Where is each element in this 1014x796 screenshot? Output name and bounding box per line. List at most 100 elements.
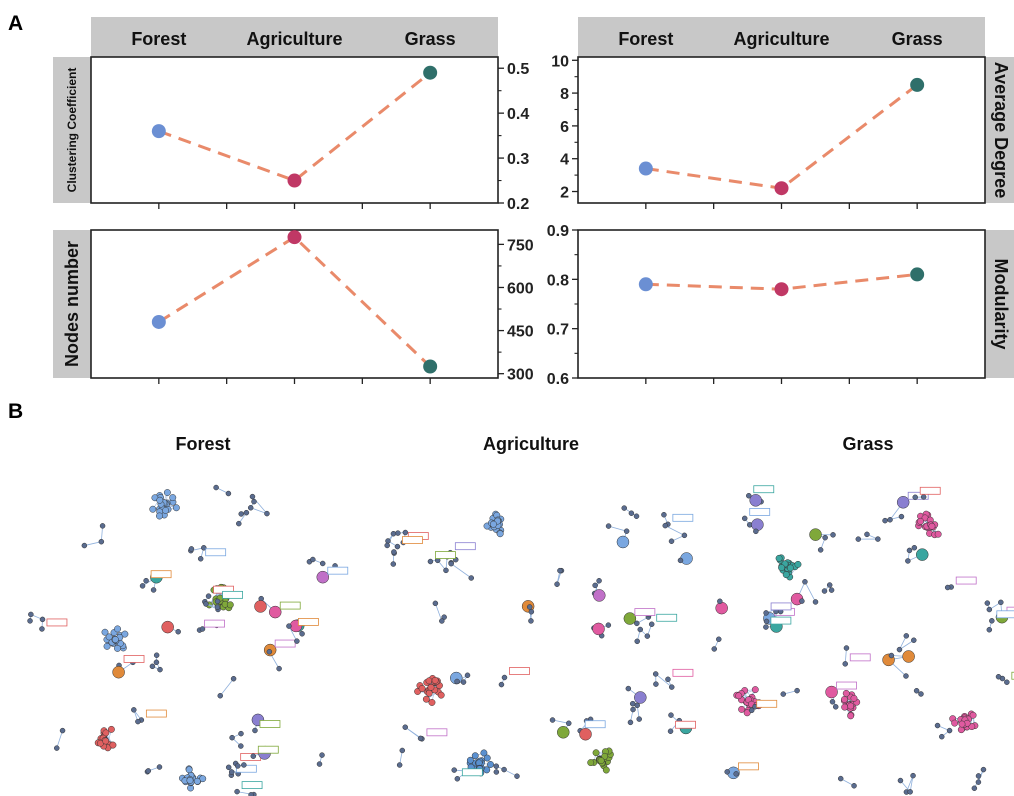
y-tick-label: 0.6 xyxy=(547,371,569,388)
network-node xyxy=(984,600,991,606)
network-node xyxy=(681,532,688,539)
network-node xyxy=(802,579,808,585)
network-node xyxy=(101,628,109,636)
network-node xyxy=(763,610,769,616)
y-tick-label: 8 xyxy=(560,86,569,103)
node-label-box xyxy=(919,486,941,495)
network-node xyxy=(928,522,936,530)
network-motif xyxy=(289,618,319,637)
network-node xyxy=(266,648,273,655)
network-node xyxy=(995,673,1002,680)
network-motif xyxy=(112,655,145,679)
network-node xyxy=(514,773,520,779)
network-motif xyxy=(746,485,775,507)
network-node xyxy=(975,779,982,785)
network-node xyxy=(432,600,439,607)
network-node xyxy=(775,554,783,562)
network-node xyxy=(896,496,910,509)
network-node xyxy=(587,759,595,767)
network-node xyxy=(910,772,916,779)
network-node xyxy=(528,609,535,615)
network-node xyxy=(738,705,746,713)
header-label: Forest xyxy=(131,29,186,49)
node-label-box xyxy=(426,728,448,737)
header-label: Agriculture xyxy=(733,29,829,49)
network-motif xyxy=(236,509,250,527)
network-motif xyxy=(748,699,778,714)
network-node xyxy=(753,528,759,535)
node-label-box xyxy=(753,485,775,494)
network-title-forest: Forest xyxy=(175,434,230,454)
network-node xyxy=(319,560,326,567)
network-node xyxy=(254,600,267,613)
network-node xyxy=(252,727,258,734)
network-node xyxy=(636,716,642,722)
node-label-box xyxy=(274,639,296,648)
node-label-box xyxy=(150,570,172,579)
network-node xyxy=(623,612,637,625)
y-tick-label: 4 xyxy=(560,152,569,169)
network-node xyxy=(250,753,257,759)
network-motif xyxy=(451,767,483,782)
network-motif xyxy=(196,619,225,633)
network-node xyxy=(153,652,160,658)
y-tick-label: 6 xyxy=(560,119,569,136)
network-motif xyxy=(825,681,857,710)
network-node xyxy=(913,688,920,694)
network-node xyxy=(616,535,630,549)
network-node xyxy=(855,536,862,542)
network-node xyxy=(139,583,146,589)
network-node xyxy=(875,536,881,542)
network-motif xyxy=(837,775,857,789)
plot-frame xyxy=(577,56,986,204)
node-label-box xyxy=(259,720,281,728)
chart-cc: Forest Agriculture Grass Clustering Coeffic… xyxy=(53,17,529,213)
network-motif xyxy=(627,702,642,726)
network-node xyxy=(226,601,234,609)
network-node xyxy=(566,720,572,727)
y-tick-label: 0.5 xyxy=(507,61,529,78)
network-node xyxy=(54,745,60,751)
network-node xyxy=(422,695,430,703)
network-motif xyxy=(263,639,296,672)
node-label-box xyxy=(222,590,243,599)
network-node xyxy=(460,679,467,685)
node-label-box xyxy=(584,720,606,729)
network-node xyxy=(825,685,838,699)
network-motif xyxy=(286,623,300,644)
node-label-box xyxy=(634,608,656,616)
network-node xyxy=(724,769,730,775)
network-motif xyxy=(780,687,800,697)
network-node xyxy=(980,766,987,773)
network-node xyxy=(156,496,164,504)
network-node xyxy=(228,769,235,775)
network-node xyxy=(39,626,45,632)
network-motif xyxy=(549,717,572,739)
network-node xyxy=(668,712,674,718)
network-node xyxy=(480,749,488,757)
network-node xyxy=(102,737,110,745)
network-node xyxy=(150,587,157,593)
network-node xyxy=(399,747,406,754)
network-node xyxy=(451,767,457,773)
network-node xyxy=(821,588,828,594)
network-node xyxy=(153,659,160,666)
network-node xyxy=(163,489,171,496)
network-node xyxy=(145,768,152,774)
network-node xyxy=(468,575,475,581)
node-label-box xyxy=(461,768,483,777)
network-node xyxy=(557,567,563,574)
network-node xyxy=(229,734,235,741)
network-motif xyxy=(161,620,181,635)
network-node xyxy=(828,587,835,593)
network-node xyxy=(27,618,33,624)
network-motif xyxy=(131,707,167,725)
header-label: Agriculture xyxy=(246,29,342,49)
y-tick-label: 300 xyxy=(507,367,534,384)
node-label-box xyxy=(123,655,145,663)
network-node xyxy=(390,561,397,567)
network-motif xyxy=(144,764,163,775)
network-node xyxy=(437,691,445,699)
network-node xyxy=(625,685,632,692)
y-tick-label: 750 xyxy=(507,237,534,254)
